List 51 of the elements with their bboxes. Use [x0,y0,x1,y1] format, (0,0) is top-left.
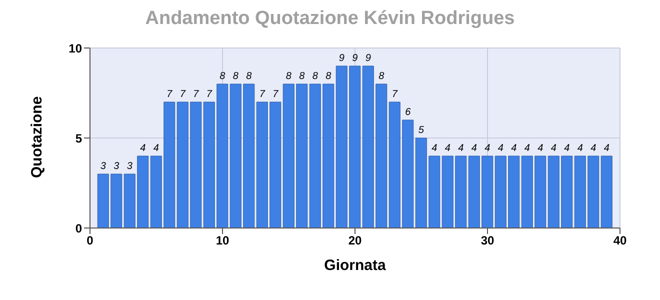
y-axis-title: Quotazione [28,96,46,178]
data-label: 4 [498,143,504,154]
data-label: 4 [550,143,557,154]
x-tick-label: 30 [480,234,494,248]
data-label: 4 [511,143,518,154]
data-label: 7 [392,89,398,100]
x-axis-title: Giornata [324,257,386,274]
x-tick-label: 10 [216,234,230,248]
data-label: 3 [126,161,133,172]
data-label: 4 [604,143,610,154]
x-tick-label: 20 [348,234,362,248]
data-label: 4 [538,143,544,154]
data-label: 7 [166,89,173,100]
data-label: 8 [220,71,226,82]
x-tick-label: 0 [86,234,94,248]
chart-title: Andamento Quotazione Kévin Rodrigues [144,8,516,30]
data-label: 4 [432,143,438,154]
data-label: 7 [193,89,200,100]
data-label: 5 [418,125,424,136]
data-label: 7 [272,89,279,100]
data-label: 9 [365,53,372,64]
data-label: 8 [299,71,306,82]
data-label: 4 [484,143,491,154]
data-label: 9 [338,53,345,64]
data-label: 8 [326,71,332,82]
data-label: 4 [458,143,464,154]
data-label: 8 [232,71,239,82]
data-label: 7 [259,89,266,100]
y-tick-label: 5 [75,131,82,146]
data-label: 8 [286,71,292,82]
data-label: 7 [206,89,212,100]
y-tick-label: 0 [75,221,82,236]
data-label: 4 [590,143,597,154]
data-label: 3 [114,161,120,172]
data-label: 3 [100,161,106,172]
data-label: 8 [378,71,385,82]
data-label: 8 [246,71,252,82]
data-label: 6 [405,107,412,118]
data-label: 9 [352,53,358,64]
data-label: 4 [564,143,570,154]
data-label: 4 [140,143,146,154]
data-label: 8 [312,71,318,82]
data-label: 4 [577,143,584,154]
x-tick-label: 40 [613,234,627,248]
data-label: 4 [444,143,451,154]
data-label: 4 [524,143,530,154]
data-label: 7 [180,89,186,100]
data-label: 4 [153,143,160,154]
bar [600,156,612,228]
y-tick-label: 10 [68,41,82,56]
data-label: 4 [471,143,478,154]
